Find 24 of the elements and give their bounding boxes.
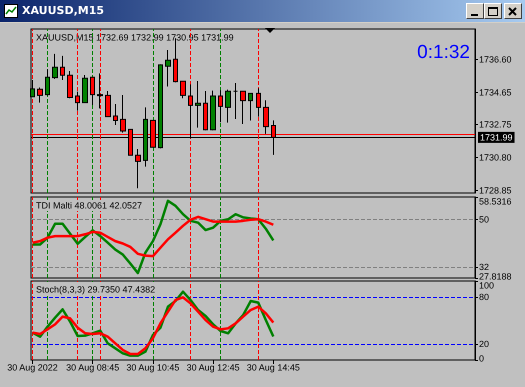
y-tick-label: 80 bbox=[479, 292, 490, 302]
chart-title: XAUUSD,M15 bbox=[22, 4, 104, 17]
chart-subtitle: XAUUSD,M15 1732.69 1732.99 1730.95 1731.99 bbox=[36, 32, 234, 42]
x-tick-label: 30 Aug 10:45 bbox=[126, 362, 180, 372]
ref-line-label: 1731.99 bbox=[480, 132, 513, 142]
y-tick-label: 0 bbox=[479, 354, 484, 364]
y-tick-label: 1736.60 bbox=[479, 54, 512, 64]
chart-title: TDI Malti 48.0061 42.0527 bbox=[36, 200, 142, 210]
x-tick-label: 30 Aug 14:45 bbox=[246, 362, 300, 372]
annotation: 0:1:32 bbox=[417, 42, 470, 63]
y-tick-label: 1734.65 bbox=[479, 87, 512, 98]
chart-title: Stoch(8,3,3) 29.7350 47.4382 bbox=[36, 284, 156, 294]
x-tick-label: 30 Aug 12:45 bbox=[186, 362, 240, 372]
y-tick-label: 27.8188 bbox=[479, 272, 512, 282]
y-tick-label: 100 bbox=[479, 280, 494, 290]
x-tick-label: 30 Aug 08:45 bbox=[66, 362, 120, 372]
y-tick-label: 1730.80 bbox=[479, 152, 512, 162]
x-tick-label: 30 Aug 2022 bbox=[7, 362, 58, 372]
y-tick-label: 1728.85 bbox=[479, 185, 512, 196]
y-tick-label: 20 bbox=[479, 339, 490, 350]
y-tick-label: 32 bbox=[479, 262, 490, 272]
y-tick-label: 58.5316 bbox=[479, 196, 512, 206]
y-tick-label: 50 bbox=[479, 214, 490, 224]
y-tick-label: 1732.75 bbox=[479, 119, 512, 130]
